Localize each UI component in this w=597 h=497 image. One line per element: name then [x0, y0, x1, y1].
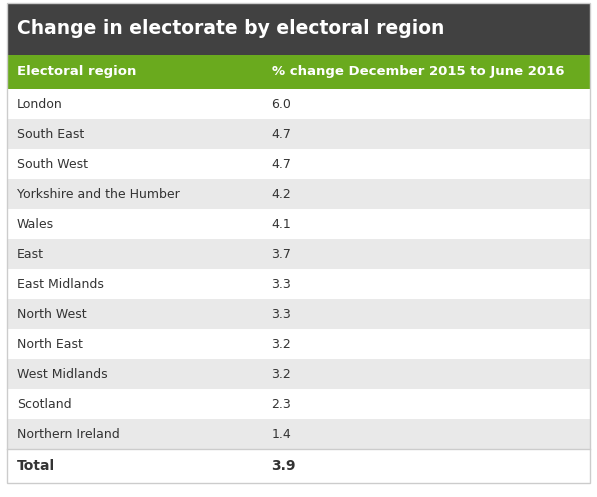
FancyBboxPatch shape	[7, 239, 590, 269]
Text: Northern Ireland: Northern Ireland	[17, 427, 120, 440]
Text: Scotland: Scotland	[17, 398, 72, 411]
FancyBboxPatch shape	[7, 269, 590, 299]
Text: % change December 2015 to June 2016: % change December 2015 to June 2016	[272, 66, 564, 79]
FancyBboxPatch shape	[7, 55, 590, 89]
FancyBboxPatch shape	[7, 419, 590, 449]
Text: West Midlands: West Midlands	[17, 367, 107, 381]
FancyBboxPatch shape	[7, 329, 590, 359]
FancyBboxPatch shape	[7, 179, 590, 209]
Text: 2.3: 2.3	[272, 398, 291, 411]
Text: Total: Total	[17, 459, 55, 473]
Text: East: East	[17, 248, 44, 260]
FancyBboxPatch shape	[7, 299, 590, 329]
Text: 3.2: 3.2	[272, 367, 291, 381]
Text: Yorkshire and the Humber: Yorkshire and the Humber	[17, 187, 180, 200]
Text: 4.7: 4.7	[272, 128, 291, 141]
FancyBboxPatch shape	[7, 209, 590, 239]
Text: Change in electorate by electoral region: Change in electorate by electoral region	[17, 19, 444, 38]
FancyBboxPatch shape	[7, 119, 590, 149]
Text: 3.3: 3.3	[272, 308, 291, 321]
Text: 6.0: 6.0	[272, 97, 291, 110]
Text: Electoral region: Electoral region	[17, 66, 136, 79]
Text: South East: South East	[17, 128, 84, 141]
Text: 4.2: 4.2	[272, 187, 291, 200]
FancyBboxPatch shape	[7, 359, 590, 389]
Text: East Midlands: East Midlands	[17, 277, 104, 291]
Text: 3.9: 3.9	[272, 459, 296, 473]
Text: London: London	[17, 97, 63, 110]
Text: 4.1: 4.1	[272, 218, 291, 231]
FancyBboxPatch shape	[7, 3, 590, 55]
Text: 3.7: 3.7	[272, 248, 291, 260]
Text: 3.2: 3.2	[272, 337, 291, 350]
FancyBboxPatch shape	[7, 449, 590, 483]
Text: North West: North West	[17, 308, 87, 321]
FancyBboxPatch shape	[7, 389, 590, 419]
FancyBboxPatch shape	[7, 149, 590, 179]
Text: North East: North East	[17, 337, 83, 350]
Text: 4.7: 4.7	[272, 158, 291, 170]
Text: 1.4: 1.4	[272, 427, 291, 440]
Text: South West: South West	[17, 158, 88, 170]
Text: Wales: Wales	[17, 218, 54, 231]
Text: 3.3: 3.3	[272, 277, 291, 291]
FancyBboxPatch shape	[7, 89, 590, 119]
